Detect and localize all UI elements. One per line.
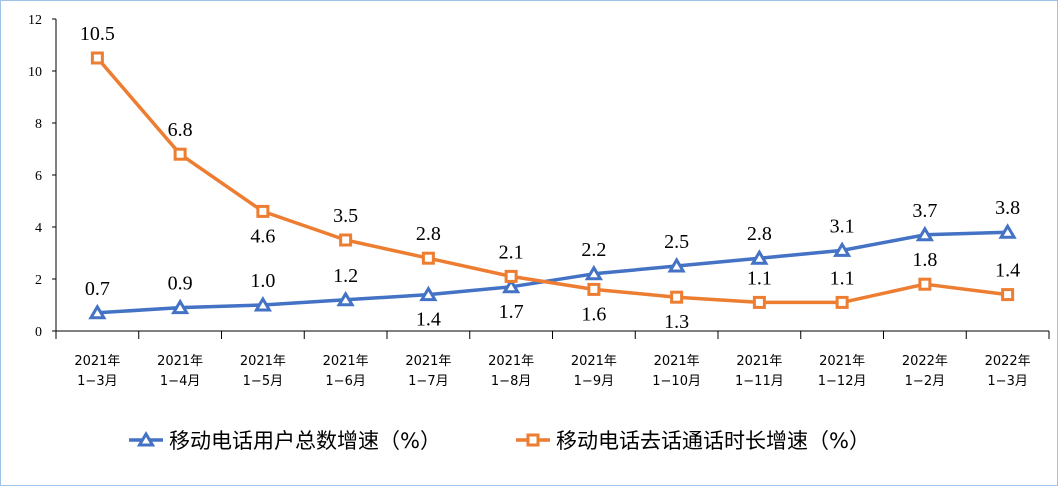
- data-point-1: [90, 51, 104, 65]
- x-tick-label: 2021年: [654, 354, 700, 369]
- x-tick-label: 1−11月: [735, 374, 784, 389]
- data-label-1: 10.5: [80, 23, 115, 45]
- data-label-0: 1.7: [499, 301, 524, 323]
- data-point-0: [253, 296, 273, 312]
- y-tick-label: 0: [35, 325, 42, 340]
- data-label-1: 1.1: [747, 267, 772, 289]
- data-label-1: 1.6: [581, 303, 606, 325]
- data-point-0: [667, 257, 686, 273]
- x-tick-label: 2022年: [985, 354, 1031, 369]
- data-point-1: [339, 233, 353, 247]
- legend-marker-1: [526, 433, 540, 447]
- data-point-1: [173, 147, 187, 161]
- data-label-0: 3.8: [995, 197, 1020, 219]
- data-point-1: [835, 295, 849, 309]
- x-tick-label: 1−3月: [987, 374, 1027, 389]
- data-label-1: 1.4: [995, 260, 1020, 282]
- data-point-0: [584, 264, 604, 281]
- y-tick-label: 6: [35, 169, 42, 184]
- legend-label-1: 移动电话去话通话时长增速（%）: [556, 429, 870, 453]
- data-label-1: 1.8: [912, 249, 937, 271]
- data-label-1: 4.6: [250, 225, 275, 247]
- data-label-0: 2.2: [581, 239, 606, 261]
- data-point-0: [998, 223, 1017, 239]
- x-tick-label: 2022年: [902, 354, 948, 369]
- data-point-1: [918, 277, 932, 291]
- data-label-1: 3.5: [333, 205, 358, 227]
- y-tick-label: 2: [35, 273, 42, 288]
- x-tick-label: 2021年: [736, 354, 782, 369]
- x-tick-label: 2021年: [323, 354, 369, 369]
- x-tick-label: 1−6月: [325, 374, 365, 389]
- data-label-0: 3.7: [912, 200, 937, 222]
- data-point-0: [336, 290, 355, 307]
- data-point-1: [421, 251, 435, 265]
- x-tick-label: 1−2月: [905, 374, 945, 389]
- x-tick-label: 1−12月: [818, 374, 867, 389]
- data-point-1: [670, 290, 684, 304]
- data-point-0: [501, 277, 521, 294]
- data-label-0: 0.7: [85, 278, 110, 300]
- legend-marker-0: [136, 431, 156, 447]
- x-tick-label: 1−4月: [160, 374, 200, 389]
- y-tick-label: 4: [35, 221, 42, 236]
- data-label-0: 3.1: [830, 215, 855, 237]
- data-point-0: [832, 241, 852, 257]
- x-tick-label: 2021年: [819, 354, 865, 369]
- data-label-1: 2.8: [416, 223, 441, 245]
- x-tick-label: 2021年: [240, 354, 286, 369]
- x-tick-label: 1−8月: [491, 374, 531, 389]
- data-label-1: 1.1: [830, 267, 855, 289]
- data-point-0: [170, 298, 190, 315]
- legend-label-0: 移动电话用户总数增速（%）: [169, 429, 441, 453]
- data-label-0: 0.9: [168, 273, 193, 295]
- data-label-1: 1.3: [664, 311, 689, 333]
- data-point-1: [1001, 288, 1015, 302]
- x-tick-label: 2021年: [157, 354, 203, 369]
- data-label-1: 2.1: [499, 241, 524, 263]
- y-tick-label: 10: [28, 65, 42, 80]
- data-label-1: 6.8: [168, 119, 193, 141]
- y-tick-label: 12: [28, 13, 42, 28]
- data-label-0: 1.0: [250, 270, 275, 292]
- data-point-0: [88, 303, 107, 320]
- x-tick-label: 1−7月: [408, 374, 448, 389]
- data-label-0: 1.2: [333, 265, 358, 287]
- data-point-0: [915, 225, 935, 242]
- x-tick-label: 2021年: [488, 354, 534, 369]
- data-label-0: 1.4: [416, 309, 441, 331]
- data-label-0: 2.5: [664, 231, 689, 253]
- y-tick-label: 8: [35, 117, 42, 132]
- x-tick-label: 1−3月: [77, 374, 117, 389]
- series-line-1: [96, 56, 1008, 305]
- series-line-0: [97, 230, 1008, 315]
- x-tick-label: 1−10月: [652, 374, 701, 389]
- data-point-1: [752, 295, 766, 309]
- data-point-0: [419, 285, 438, 302]
- x-tick-label: 1−5月: [243, 374, 283, 389]
- data-point-1: [587, 282, 601, 296]
- data-point-1: [256, 204, 270, 218]
- x-tick-label: 2021年: [571, 354, 617, 369]
- data-point-0: [750, 249, 769, 265]
- x-tick-label: 2021年: [405, 354, 451, 369]
- x-tick-label: 1−9月: [574, 374, 614, 389]
- data-label-0: 2.8: [747, 223, 772, 245]
- x-tick-label: 2021年: [74, 354, 120, 369]
- data-point-1: [504, 269, 518, 283]
